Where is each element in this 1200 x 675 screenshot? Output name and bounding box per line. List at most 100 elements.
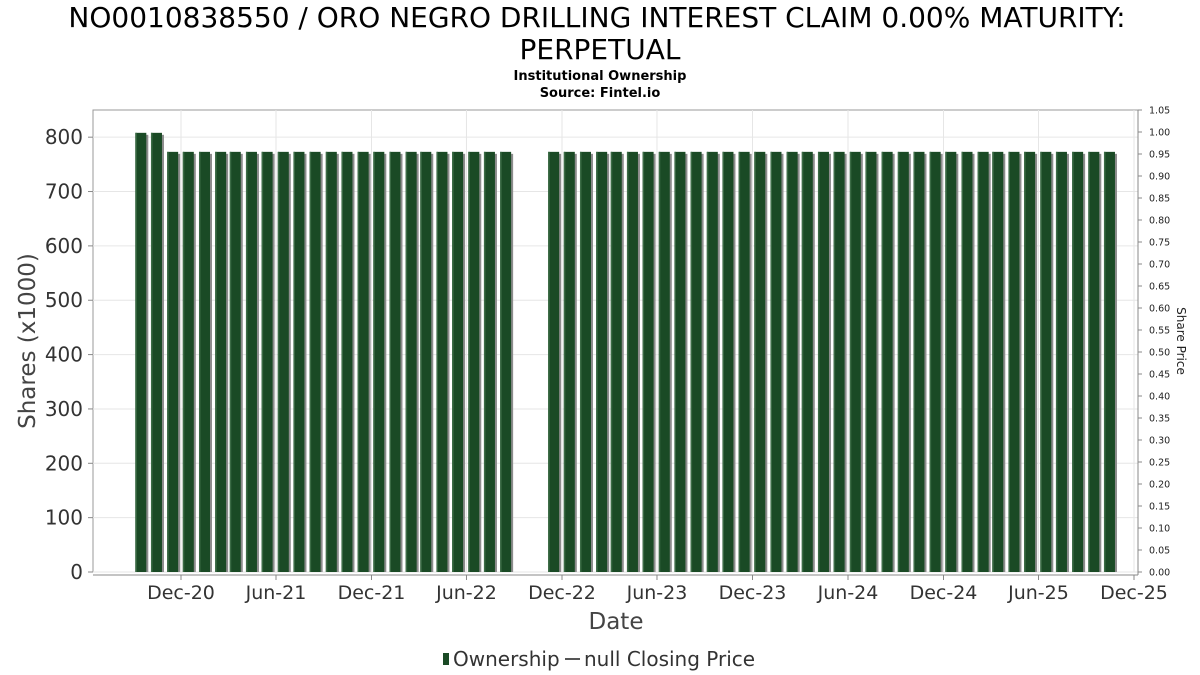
bar-highlight — [215, 151, 217, 573]
bar-highlight — [596, 151, 598, 573]
y2-tick-label: 0.35 — [1149, 414, 1170, 425]
bar-highlight — [865, 151, 867, 573]
bar-highlight — [817, 151, 820, 573]
bars-layer — [135, 132, 1117, 573]
y2-tick-label: 0.60 — [1149, 304, 1170, 315]
legend-ownership-label: Ownership — [453, 647, 560, 671]
x-tick-label: Dec-20 — [147, 582, 215, 604]
bar-fill — [801, 151, 813, 573]
bar-fill — [833, 151, 845, 573]
bar-highlight — [786, 151, 789, 573]
y2-tick-label: 0.50 — [1149, 348, 1170, 359]
bar-highlight — [405, 151, 408, 573]
bar-highlight — [1024, 151, 1026, 573]
bar-fill — [786, 151, 798, 573]
bar-fill — [1088, 151, 1100, 573]
bar-highlight — [500, 151, 502, 573]
y-tick-label: 400 — [45, 343, 83, 367]
bar-fill — [309, 151, 321, 573]
bar — [596, 151, 610, 573]
bar-fill — [420, 151, 432, 573]
bar — [341, 151, 355, 573]
bar-highlight — [897, 151, 900, 573]
y-tick-label: 100 — [45, 506, 83, 530]
bar — [817, 151, 831, 573]
bar-fill — [674, 151, 686, 573]
y-tick-label: 700 — [45, 180, 83, 204]
bar-fill — [945, 151, 957, 573]
bar-fill — [500, 151, 512, 573]
bar — [436, 151, 450, 573]
bar-fill — [373, 151, 385, 573]
bar — [706, 151, 720, 573]
bar-highlight — [849, 151, 852, 573]
bar — [770, 151, 784, 573]
bar — [722, 151, 736, 573]
bar-highlight — [992, 151, 994, 573]
bar-fill — [483, 151, 495, 573]
y2-tick-label: 0.95 — [1149, 150, 1170, 161]
bar-highlight — [198, 151, 201, 573]
y2-axis-label: Share Price — [1174, 307, 1188, 375]
bar — [738, 151, 752, 573]
bar-highlight — [135, 132, 137, 572]
y2-tick-label: 0.20 — [1149, 480, 1170, 491]
x-tick-label: Jun-23 — [626, 582, 688, 604]
legend-closing-price-label: null Closing Price — [584, 647, 755, 671]
bar-highlight — [373, 151, 375, 573]
x-tick-label: Dec-22 — [528, 582, 596, 604]
bar-fill — [277, 151, 289, 573]
bar-highlight — [548, 151, 550, 573]
bar — [420, 151, 434, 573]
y2-tick-label: 0.05 — [1149, 546, 1170, 557]
bar-highlight — [690, 151, 693, 573]
bar — [261, 151, 275, 573]
bar — [277, 151, 291, 573]
bar-highlight — [309, 151, 312, 573]
bar-highlight — [182, 151, 185, 573]
bar — [150, 132, 164, 572]
bar-fill — [738, 151, 750, 573]
bar — [229, 151, 243, 573]
y2-tick-label: 1.05 — [1149, 106, 1170, 117]
bar — [293, 151, 307, 573]
bar — [215, 151, 229, 573]
y-tick-label: 0 — [70, 560, 83, 584]
bar-fill — [817, 151, 829, 573]
bar-fill — [468, 151, 480, 573]
bar-highlight — [277, 151, 280, 573]
legend-ownership-swatch — [443, 653, 449, 665]
chart-subtitle-line-2: Source: Fintel.io — [540, 86, 661, 101]
bar — [754, 151, 768, 573]
bar — [548, 151, 562, 573]
bar — [1024, 151, 1038, 573]
bar-highlight — [325, 151, 328, 573]
bar-highlight — [1103, 151, 1106, 573]
bar — [452, 151, 466, 573]
bar — [483, 151, 497, 573]
x-tick-label: Dec-25 — [1100, 582, 1168, 604]
y2-tick-label: 0.30 — [1149, 436, 1170, 447]
bar — [610, 151, 624, 573]
bar — [579, 151, 593, 573]
bar-fill — [658, 151, 670, 573]
y-tick-label: 300 — [45, 397, 83, 421]
bar-fill — [198, 151, 210, 573]
bar — [801, 151, 815, 573]
bar-fill — [563, 151, 575, 573]
y-axis-label: Shares (x1000) — [15, 253, 41, 429]
bar-highlight — [245, 151, 248, 573]
y2-tick-label: 0.85 — [1149, 194, 1170, 205]
bar — [309, 151, 323, 573]
bar — [913, 151, 927, 573]
bar — [389, 151, 403, 573]
x-tick-label: Dec-24 — [910, 582, 978, 604]
bar — [1008, 151, 1022, 573]
bar — [929, 151, 943, 573]
bar-fill — [1103, 151, 1115, 573]
y2-tick-label: 0.75 — [1149, 238, 1170, 249]
bar-fill — [135, 132, 147, 572]
bar — [167, 151, 181, 573]
bar-highlight — [642, 151, 645, 573]
bar-highlight — [150, 132, 153, 572]
